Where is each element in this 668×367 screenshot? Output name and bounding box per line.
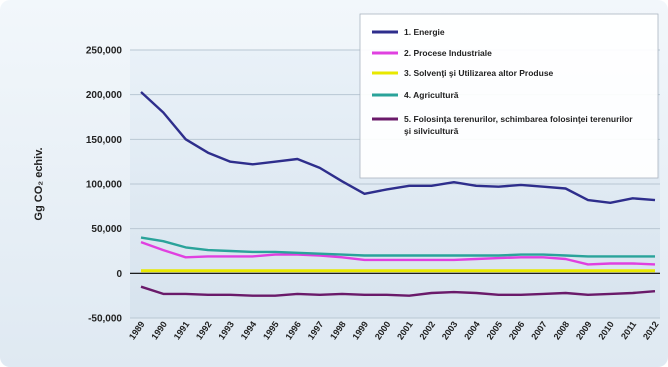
y-tick-label: 250,000 bbox=[86, 46, 123, 57]
x-tick-label: 2002 bbox=[417, 319, 437, 341]
legend-label-5: 5. Folosinţa terenurilor, schimbarea fol… bbox=[404, 114, 633, 136]
y-tick-label: -50,000 bbox=[88, 314, 122, 325]
x-tick-label: 1996 bbox=[283, 319, 303, 341]
series-line-4 bbox=[140, 236, 655, 258]
x-tick-label: 1992 bbox=[194, 319, 214, 341]
x-tick-label: 2010 bbox=[596, 319, 616, 341]
x-tick-label: 2001 bbox=[395, 319, 415, 341]
x-tick-label: 1998 bbox=[328, 319, 348, 341]
legend-box bbox=[359, 13, 659, 179]
x-tick-label: 2012 bbox=[641, 319, 661, 341]
y-tick-label: 0 bbox=[116, 269, 122, 280]
x-tick-label: 1999 bbox=[350, 319, 370, 341]
x-tick-label: 2009 bbox=[574, 319, 594, 341]
x-tick-label: 2008 bbox=[552, 319, 572, 341]
legend-label-3: 3. Solvenţi şi Utilizarea altor Produse bbox=[404, 68, 554, 78]
x-tick-label: 2004 bbox=[462, 319, 482, 341]
x-tick-label: 2007 bbox=[529, 319, 549, 341]
x-tick-label: 1989 bbox=[127, 319, 147, 341]
x-tick-label: 2006 bbox=[507, 319, 527, 341]
x-tick-label: 1997 bbox=[306, 319, 326, 341]
series-line-2 bbox=[140, 240, 656, 266]
legend-label-2: 2. Procese Industriale bbox=[404, 48, 492, 58]
series-line-5 bbox=[140, 285, 656, 297]
y-tick-label: 200,000 bbox=[86, 90, 123, 101]
x-tick-label: 2000 bbox=[373, 319, 393, 341]
x-tick-label: 2011 bbox=[619, 319, 638, 341]
x-tick-label: 1994 bbox=[239, 319, 259, 341]
y-axis-title: Gg CO₂ echiv. bbox=[33, 147, 45, 220]
series-line-1 bbox=[140, 91, 656, 205]
x-tick-label: 1995 bbox=[261, 319, 281, 341]
y-tick-label: 150,000 bbox=[86, 135, 123, 146]
y-tick-label: 50,000 bbox=[91, 224, 122, 235]
x-tick-label: 1993 bbox=[216, 319, 236, 341]
x-tick-label: 2005 bbox=[485, 319, 505, 341]
legend: 1. Energie 2. Procese Industriale 3. Solve… bbox=[359, 13, 659, 179]
x-tick-label: 1990 bbox=[149, 319, 169, 341]
legend-label-1: 1. Energie bbox=[404, 27, 445, 37]
legend-label-4: 4. Agricultură bbox=[404, 90, 459, 100]
y-tick-label: 100,000 bbox=[86, 180, 123, 191]
x-tick-label: 2003 bbox=[440, 319, 460, 341]
x-tick-label: 1991 bbox=[172, 319, 192, 341]
